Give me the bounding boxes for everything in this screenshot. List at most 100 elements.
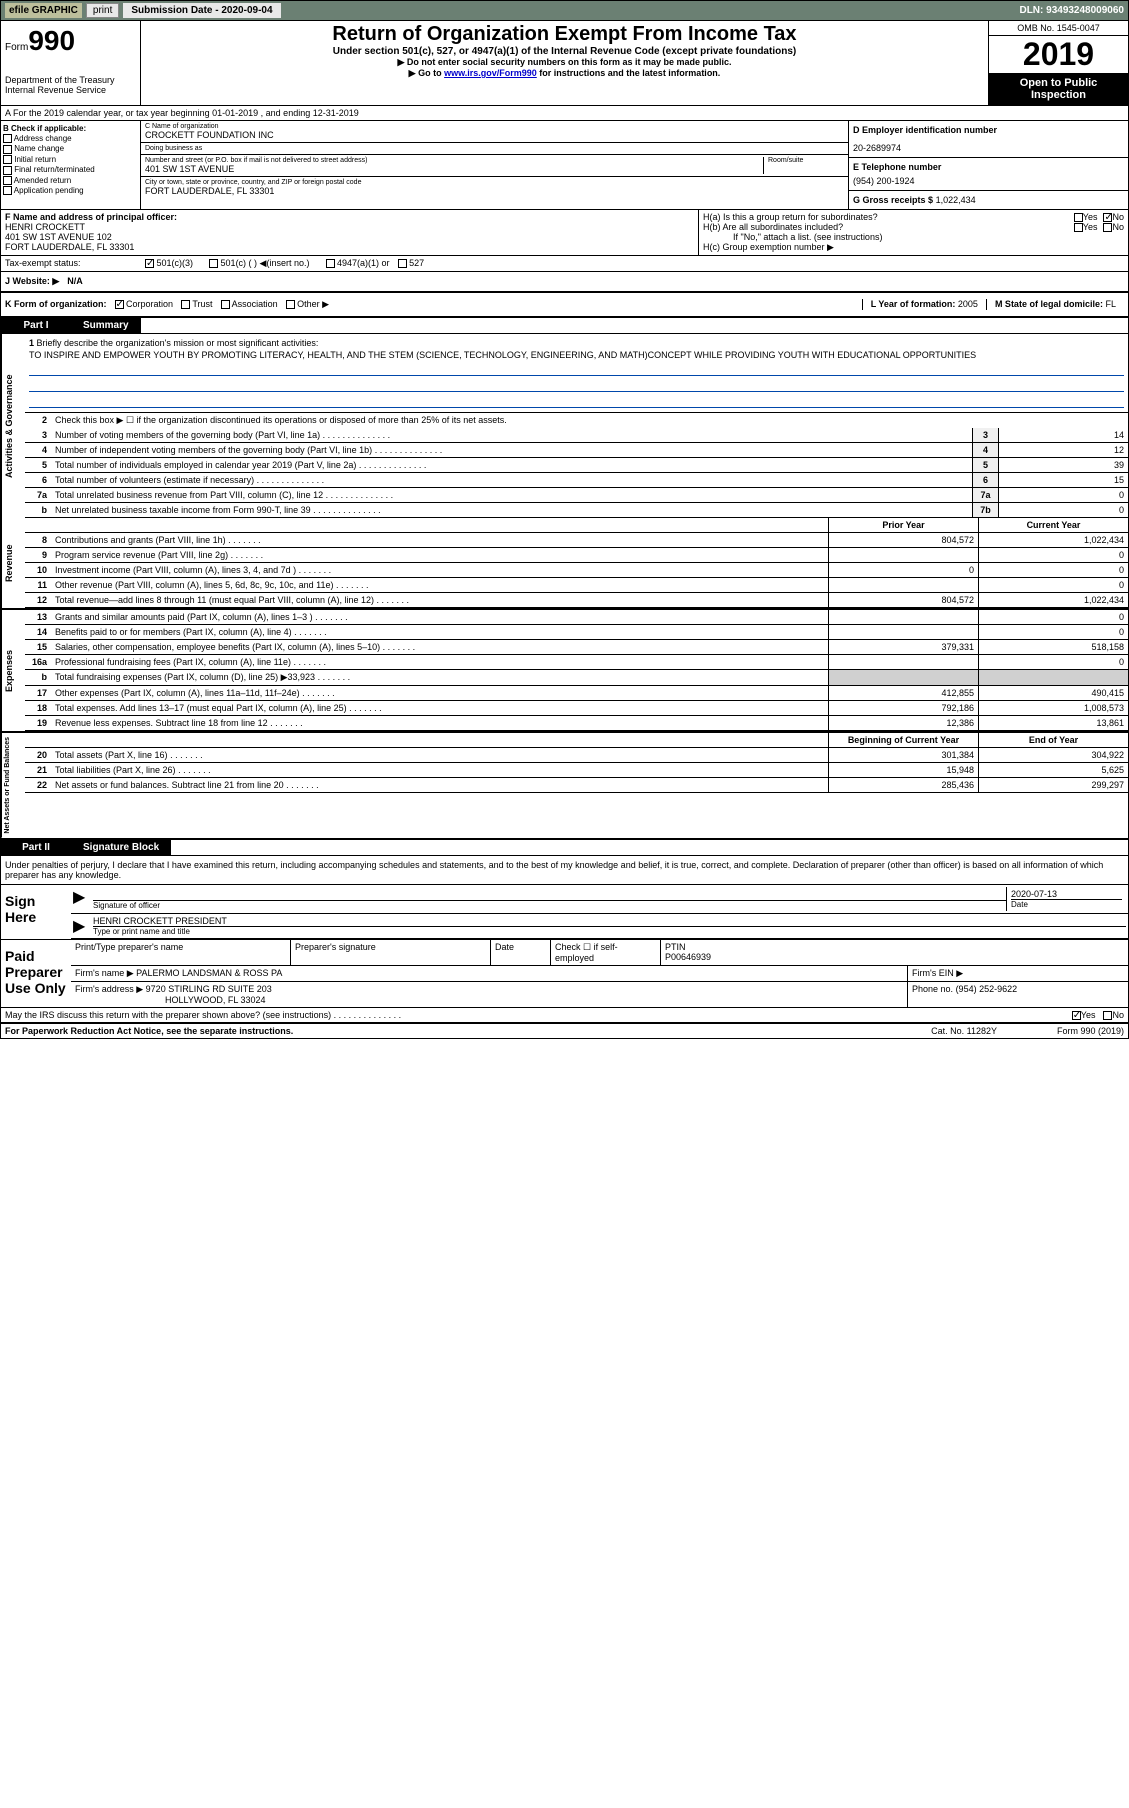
row-label: Investment income (Part VIII, column (A)… xyxy=(51,563,828,577)
row-num: 14 xyxy=(25,625,51,639)
cb-initial: Initial return xyxy=(3,155,138,164)
addr: 401 SW 1ST AVENUE xyxy=(145,164,759,174)
row-current: 1,008,573 xyxy=(978,701,1128,715)
row-current: 299,297 xyxy=(978,778,1128,792)
dln-number: DLN: 93493248009060 xyxy=(1019,5,1124,16)
paid-row1: Print/Type preparer's name Preparer's si… xyxy=(71,940,1128,966)
row-val: 14 xyxy=(998,428,1128,442)
ha-row: H(a) Is this a group return for subordin… xyxy=(703,212,1124,222)
hb-label: H(b) Are all subordinates included? xyxy=(703,222,1074,232)
officer-addr2: FORT LAUDERDALE, FL 33301 xyxy=(5,242,694,252)
header-right: OMB No. 1545-0047 2019 Open to Public In… xyxy=(988,21,1128,105)
table-row: 21 Total liabilities (Part X, line 26) 1… xyxy=(25,763,1128,778)
row-num: 21 xyxy=(25,763,51,777)
m-cell: M State of legal domicile: FL xyxy=(986,299,1124,310)
cat-no: Cat. No. 11282Y xyxy=(931,1026,997,1036)
row-val: 0 xyxy=(998,488,1128,502)
part2-header: Part IISignature Block xyxy=(1,840,1128,856)
row-label: Number of voting members of the governin… xyxy=(51,428,972,442)
org-name: CROCKETT FOUNDATION INC xyxy=(145,130,844,140)
hb-row: H(b) Are all subordinates included? Yes … xyxy=(703,222,1124,232)
row-current xyxy=(978,670,1128,685)
gov-table: 3 Number of voting members of the govern… xyxy=(25,428,1128,518)
row-label: Total expenses. Add lines 13–17 (must eq… xyxy=(51,701,828,715)
row-current: 0 xyxy=(978,625,1128,639)
sig-date-cell: 2020-07-13 Date xyxy=(1006,887,1126,911)
footer-row: For Paperwork Reduction Act Notice, see … xyxy=(1,1024,1128,1038)
row-num: b xyxy=(25,670,51,685)
table-row: 8 Contributions and grants (Part VIII, l… xyxy=(25,533,1128,548)
table-row: 11 Other revenue (Part VIII, column (A),… xyxy=(25,578,1128,593)
q2: 2 Check this box ▶ ☐ if the organization… xyxy=(25,413,1128,428)
tax-status-label: Tax-exempt status: xyxy=(5,258,145,269)
gross-label: G Gross receipts $ xyxy=(853,195,933,205)
row-label: Professional fundraising fees (Part IX, … xyxy=(51,655,828,669)
ein-label: D Employer identification number xyxy=(853,125,1124,135)
row-num: 8 xyxy=(25,533,51,547)
row-label: Contributions and grants (Part VIII, lin… xyxy=(51,533,828,547)
q2-num: 2 xyxy=(25,413,51,428)
row-current: 1,022,434 xyxy=(978,593,1128,607)
irs-link[interactable]: www.irs.gov/Form990 xyxy=(444,68,537,78)
part2-header-text: Part II xyxy=(1,840,71,855)
part1-header-text: Part I xyxy=(1,318,71,333)
arrow-icon: ▶ xyxy=(73,887,93,911)
cb-trust: Trust xyxy=(181,299,213,310)
row-prior: 804,572 xyxy=(828,533,978,547)
rev-table: 8 Contributions and grants (Part VIII, l… xyxy=(25,533,1128,608)
paperwork-notice: For Paperwork Reduction Act Notice, see … xyxy=(5,1026,293,1036)
section-f: F Name and address of principal officer:… xyxy=(1,210,698,255)
gross-val: 1,022,434 xyxy=(936,195,976,205)
row-num: 17 xyxy=(25,686,51,700)
header-center: Return of Organization Exempt From Incom… xyxy=(141,21,988,105)
line-a: A For the 2019 calendar year, or tax yea… xyxy=(1,106,1128,121)
gov-row: 7a Total unrelated business revenue from… xyxy=(25,488,1128,503)
mission-line xyxy=(29,364,1124,376)
arrow-icon: ▶ xyxy=(73,916,93,936)
row-num: 22 xyxy=(25,778,51,792)
row-num: 10 xyxy=(25,563,51,577)
section-e: E Telephone number (954) 200-1924 xyxy=(849,158,1128,191)
cb-assoc: Association xyxy=(221,299,278,310)
row-label: Total assets (Part X, line 16) xyxy=(51,748,828,762)
part1-title: Summary xyxy=(71,318,141,333)
ptin-label: PTIN xyxy=(665,942,1124,952)
paid-right: Print/Type preparer's name Preparer's si… xyxy=(71,940,1128,1007)
city: FORT LAUDERDALE, FL 33301 xyxy=(145,186,844,196)
row-num: 13 xyxy=(25,610,51,624)
table-row: b Total fundraising expenses (Part IX, c… xyxy=(25,670,1128,686)
print-button[interactable]: print xyxy=(86,3,119,18)
ha-label: H(a) Is this a group return for subordin… xyxy=(703,212,1074,222)
sig-officer-row: ▶ Signature of officer 2020-07-13 Date xyxy=(71,885,1128,914)
sig-name-label: Type or print name and title xyxy=(93,927,1126,936)
row-current: 1,022,434 xyxy=(978,533,1128,547)
row-prior: 301,384 xyxy=(828,748,978,762)
paid-row2: Firm's name ▶ PALERMO LANDSMAN & ROSS PA… xyxy=(71,966,1128,982)
sig-name-cell: HENRI CROCKETT PRESIDENT Type or print n… xyxy=(93,916,1126,936)
open-public-label: Open to Public Inspection xyxy=(989,73,1128,105)
goto-pre: ▶ Go to xyxy=(409,68,444,78)
tax-year: 2019 xyxy=(989,36,1128,73)
row-box: 4 xyxy=(972,443,998,457)
row-current: 0 xyxy=(978,655,1128,669)
website-row: J Website: ▶ N/A xyxy=(1,272,1128,293)
discuss-row: May the IRS discuss this return with the… xyxy=(1,1007,1128,1024)
goto-post: for instructions and the latest informat… xyxy=(537,68,721,78)
firm-phone-label: Phone no. xyxy=(912,984,953,994)
table-row: 19 Revenue less expenses. Subtract line … xyxy=(25,716,1128,731)
officer-name: HENRI CROCKETT xyxy=(5,222,694,232)
table-row: 18 Total expenses. Add lines 13–17 (must… xyxy=(25,701,1128,716)
side-label-ag: Activities & Governance xyxy=(1,334,25,518)
form-990-document: efile GRAPHIC print Submission Date - 20… xyxy=(0,0,1129,1039)
hb-yes: Yes xyxy=(1074,222,1098,232)
hc-row: H(c) Group exemption number ▶ xyxy=(703,242,1124,253)
row-label: Other expenses (Part IX, column (A), lin… xyxy=(51,686,828,700)
na-table: 20 Total assets (Part X, line 16) 301,38… xyxy=(25,748,1128,793)
prep-name-label: Print/Type preparer's name xyxy=(71,940,291,965)
row-label: Benefits paid to or for members (Part IX… xyxy=(51,625,828,639)
row-num: 19 xyxy=(25,716,51,730)
row-label: Other revenue (Part VIII, column (A), li… xyxy=(51,578,828,592)
table-row: 10 Investment income (Part VIII, column … xyxy=(25,563,1128,578)
hb-note: If "No," attach a list. (see instruction… xyxy=(703,232,1124,242)
na-col-headers: Beginning of Current Year End of Year xyxy=(25,733,1128,748)
